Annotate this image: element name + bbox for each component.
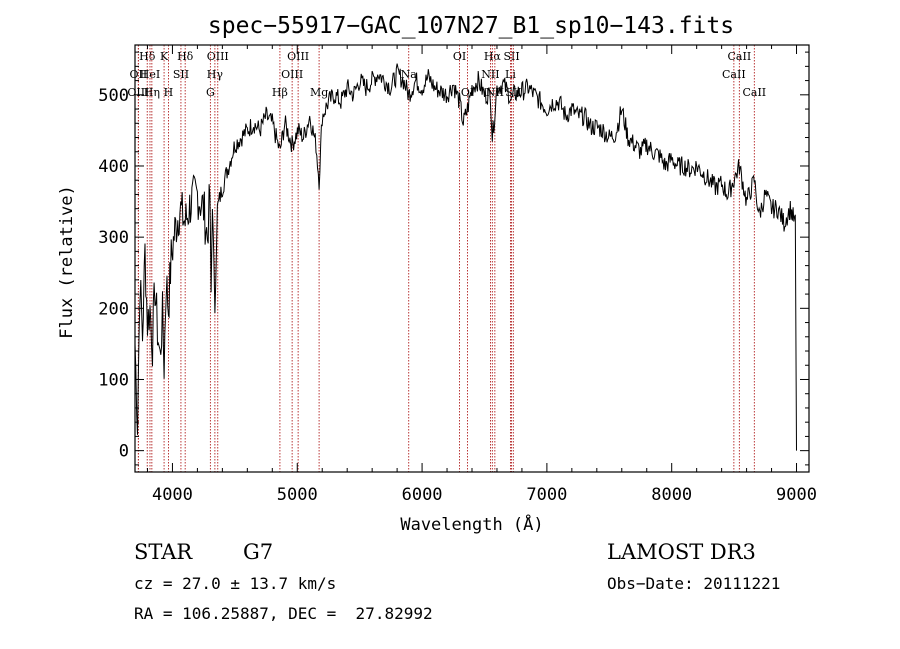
spectral-line-label: H [164, 86, 174, 99]
spectral-line-label: Hη [144, 86, 160, 99]
spectral-line-label: NII [481, 68, 499, 81]
y-tick-label: 300 [98, 228, 129, 248]
y-axis-label: Flux (relative) [57, 185, 77, 339]
spectrum-line [134, 63, 797, 451]
y-tick-label: 100 [98, 370, 129, 390]
x-tick-label: 8000 [651, 485, 692, 505]
spectral-line-label: OIII [127, 86, 149, 99]
spectral-line-markers: Hδ OII OIII HeI Hη K SII H Hδ OIII Hγ G Hβ OIII OIII Mg… [127, 45, 766, 472]
y-tick-label: 200 [98, 299, 129, 319]
x-tick-label: 7000 [526, 485, 567, 505]
spectral-line-label: CaII [728, 50, 752, 63]
spectral-line-label: OI [461, 86, 474, 99]
spectral-line-label: OIII [281, 68, 303, 81]
x-tick-label: 4000 [152, 485, 193, 505]
spectral-line-label: Na [401, 68, 418, 81]
spectral-line-label: OII [130, 68, 148, 81]
object-subclass: G7 [243, 540, 274, 564]
spectral-line-label: G [206, 86, 215, 99]
spectral-line-label: SII [503, 50, 519, 63]
y-tick-label: 400 [98, 157, 129, 177]
object-class: STAR [134, 540, 193, 564]
x-tick-label: 5000 [277, 485, 318, 505]
spectral-line-label: OIII [287, 50, 309, 63]
spectral-line-label: HeI [140, 68, 160, 81]
spectral-line-label: Hγ [207, 68, 224, 81]
plot-frame [134, 44, 810, 473]
y-tick-label: 0 [119, 442, 129, 462]
x-axis-label: Wavelength (Å) [400, 513, 543, 535]
x-tick-label: 9000 [776, 485, 817, 505]
spectral-line-label: CaII [742, 86, 766, 99]
spectral-line-label: K [160, 50, 169, 63]
redshift-text: cz = 27.0 ± 13.7 km/s [134, 574, 337, 593]
survey-name: LAMOST DR3 [607, 540, 756, 564]
spectral-line-label: SII [173, 68, 189, 81]
spectral-line-label: Li [505, 68, 516, 81]
spectral-line-label: Hα [484, 50, 502, 63]
spectrum-series [134, 63, 797, 451]
spectral-line-label: Hβ [272, 86, 288, 99]
spectral-line-label: Mg [310, 86, 328, 99]
x-axis: 4000 5000 6000 7000 8000 9000 [146, 45, 817, 505]
y-tick-label: 500 [98, 86, 129, 106]
observation-date: Obs−Date: 20111221 [607, 574, 781, 593]
spectral-line-label: Hδ [177, 50, 194, 63]
spectral-line-label: Hδ [139, 50, 156, 63]
coordinates-text: RA = 106.25887, DEC = 27.82992 [134, 604, 433, 623]
chart-title: spec−55917−GAC_107N27_B1_sp10−143.fits [208, 13, 734, 39]
spectral-line-label: CaII [722, 68, 746, 81]
x-tick-label: 6000 [402, 485, 443, 505]
spectral-line-label: OIII [207, 50, 229, 63]
y-axis: 0 100 200 300 400 500 [98, 51, 809, 466]
spectral-line-label: OI [453, 50, 466, 63]
